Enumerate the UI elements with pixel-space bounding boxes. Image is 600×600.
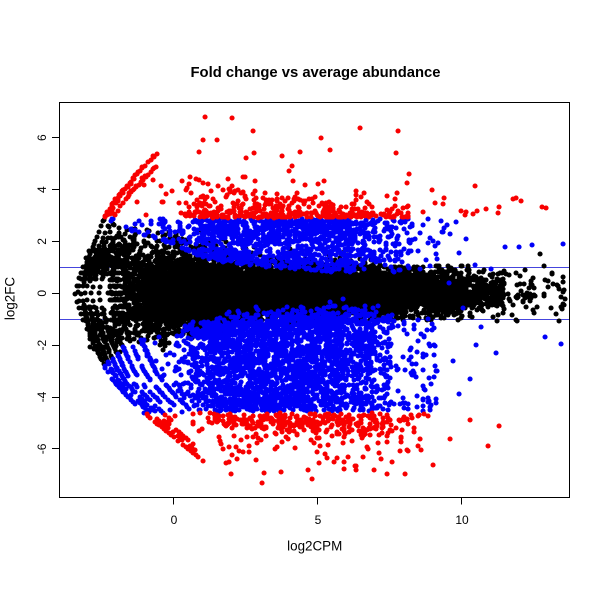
svg-text:log2FC: log2FC <box>3 277 18 320</box>
svg-text:6: 6 <box>35 134 49 141</box>
svg-text:10: 10 <box>455 513 469 527</box>
svg-text:Fold change vs average abundan: Fold change vs average abundance <box>191 65 441 81</box>
svg-text:5: 5 <box>315 513 322 527</box>
svg-text:0: 0 <box>35 290 49 297</box>
svg-text:4: 4 <box>35 186 49 193</box>
svg-text:log2CPM: log2CPM <box>287 539 342 554</box>
svg-text:-2: -2 <box>35 340 49 351</box>
svg-text:-6: -6 <box>35 443 49 454</box>
svg-text:-4: -4 <box>35 391 49 402</box>
svg-text:0: 0 <box>171 513 178 527</box>
svg-text:2: 2 <box>35 238 49 245</box>
